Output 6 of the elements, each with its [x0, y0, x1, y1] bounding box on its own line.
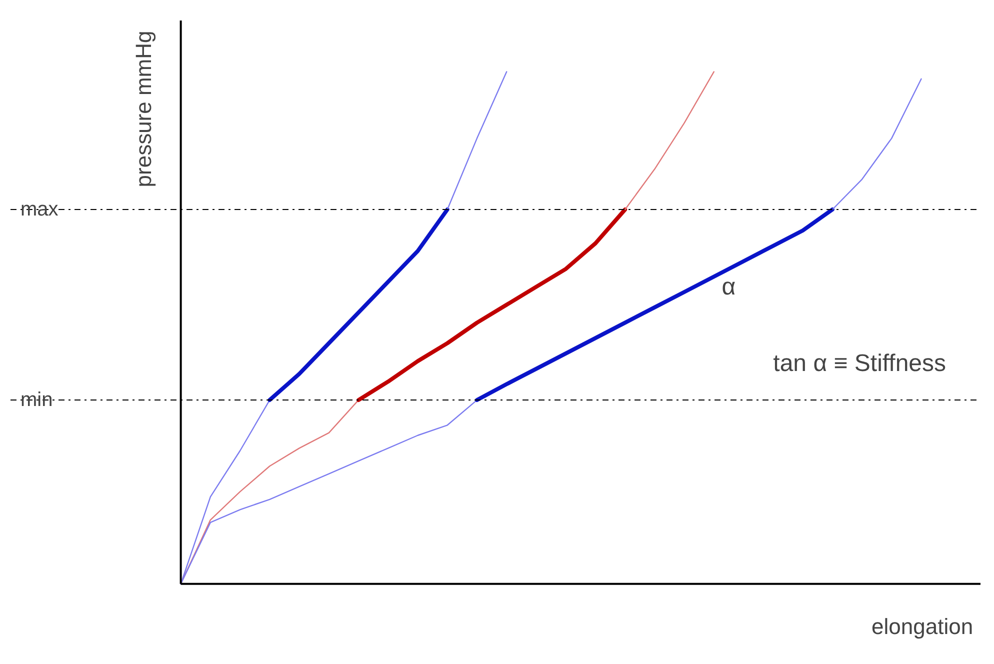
ref-line-label: max	[20, 198, 58, 220]
y-axis-title: pressure mmHg	[130, 30, 156, 188]
annotation: α	[722, 273, 736, 300]
x-axis-title: elongation	[872, 614, 974, 639]
annotation: tan α ≡ Stiffness	[773, 350, 946, 378]
ref-line-label: min	[20, 389, 53, 412]
